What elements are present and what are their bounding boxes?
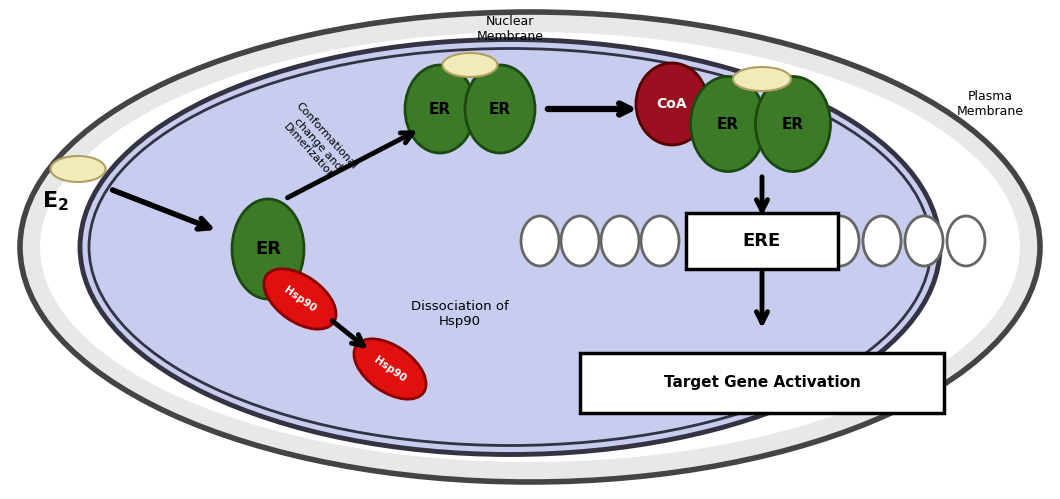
Text: CoA: CoA	[657, 97, 687, 111]
Ellipse shape	[561, 216, 599, 266]
Ellipse shape	[89, 48, 931, 446]
Text: Hsp90: Hsp90	[282, 284, 318, 314]
Text: Conformational
change and
Dimerization: Conformational change and Dimerization	[277, 101, 359, 187]
Text: Nuclear
Membrane: Nuclear Membrane	[477, 15, 544, 43]
Ellipse shape	[601, 216, 639, 266]
Ellipse shape	[354, 339, 426, 399]
Text: ER: ER	[717, 116, 739, 132]
Text: ERE: ERE	[743, 232, 781, 250]
Ellipse shape	[465, 65, 535, 153]
Text: Plasma
Membrane: Plasma Membrane	[956, 90, 1024, 118]
Ellipse shape	[690, 76, 765, 172]
Text: $\mathbf{E_2}$: $\mathbf{E_2}$	[41, 189, 69, 213]
Ellipse shape	[80, 39, 940, 455]
Ellipse shape	[641, 216, 679, 266]
Ellipse shape	[756, 76, 830, 172]
Text: ER: ER	[429, 101, 452, 116]
Ellipse shape	[405, 65, 475, 153]
Ellipse shape	[905, 216, 943, 266]
Text: ER: ER	[782, 116, 805, 132]
FancyBboxPatch shape	[580, 353, 944, 413]
Ellipse shape	[863, 216, 901, 266]
Ellipse shape	[522, 216, 559, 266]
Ellipse shape	[232, 199, 304, 299]
Text: ER: ER	[489, 101, 511, 116]
Ellipse shape	[822, 216, 859, 266]
Ellipse shape	[264, 269, 336, 329]
Text: Dissociation of
Hsp90: Dissociation of Hsp90	[411, 300, 509, 328]
Ellipse shape	[20, 12, 1040, 482]
Text: ER: ER	[255, 240, 281, 258]
Ellipse shape	[51, 156, 106, 182]
Ellipse shape	[734, 67, 791, 91]
Text: Hsp90: Hsp90	[372, 354, 408, 384]
Ellipse shape	[636, 63, 708, 145]
Ellipse shape	[40, 32, 1020, 462]
Ellipse shape	[947, 216, 985, 266]
Text: Target Gene Activation: Target Gene Activation	[664, 376, 861, 391]
Ellipse shape	[442, 53, 497, 77]
FancyBboxPatch shape	[686, 213, 838, 269]
